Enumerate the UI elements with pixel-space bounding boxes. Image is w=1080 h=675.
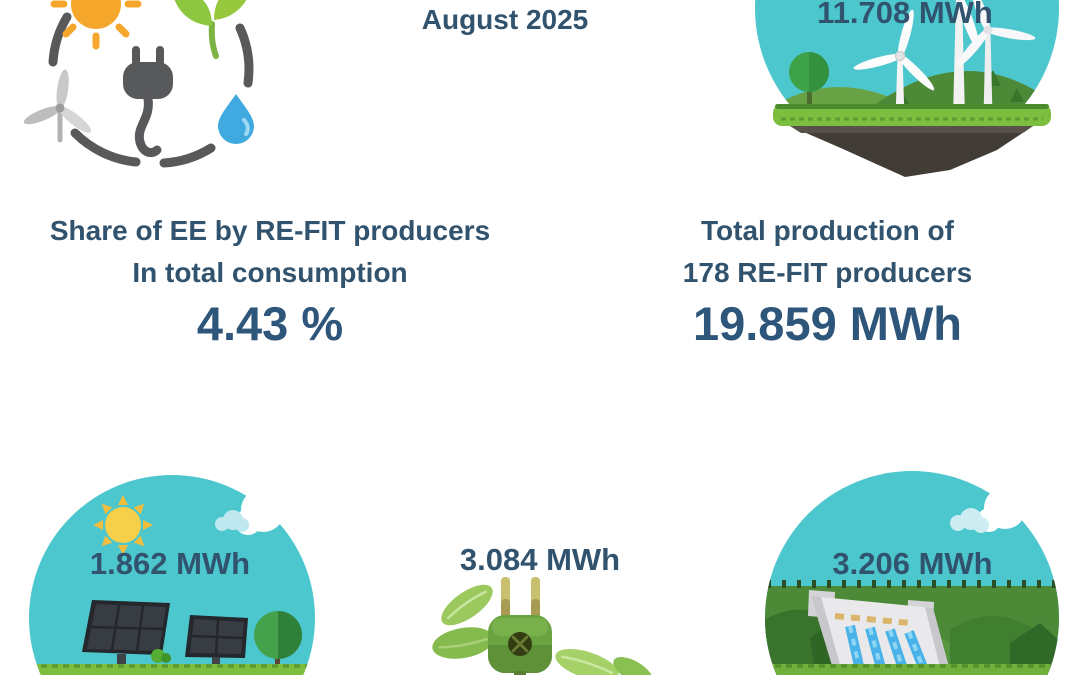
share-line2: In total consumption <box>132 257 408 288</box>
sprout-icon <box>174 0 247 59</box>
bio-production-value: 3.084 MWh <box>459 542 621 577</box>
report-month-title: August 2025 <box>421 4 589 35</box>
cloud-icon <box>950 508 989 533</box>
solar-panels-icon <box>29 475 315 675</box>
bio-production-card: 3.084 MWh <box>425 540 655 675</box>
share-line1: Share of EE by RE-FIT producers <box>49 215 491 246</box>
tree-icon <box>789 52 829 112</box>
production-line2: 178 RE-FIT producers <box>682 257 973 288</box>
sun-icon <box>93 495 153 555</box>
wind-production-card: 11.708 MWh <box>745 0 1065 195</box>
production-value: 19.859 MWh <box>692 297 963 350</box>
eco-plug-leaves-icon <box>432 577 653 675</box>
hydro-production-card: 3.206 MWh <box>755 468 1070 675</box>
wind-production-value: 11.708 MWh <box>817 0 993 30</box>
share-value: 4.43 % <box>196 297 344 350</box>
renewable-energy-logo-icon <box>23 0 254 168</box>
share-of-ee-block: Share of EE by RE-FIT producers In total… <box>20 210 520 347</box>
hydro-dam-icon <box>765 471 1059 675</box>
hydro-production-value: 3.206 MWh <box>832 546 993 581</box>
wind-turbines-island-icon <box>755 0 1059 177</box>
solar-production-value: 1.862 MWh <box>89 546 251 581</box>
solar-panel-large <box>82 600 170 670</box>
cloud-icon <box>215 510 249 532</box>
bush-icon <box>151 649 171 663</box>
floating-island <box>773 104 1051 177</box>
water-drop-icon <box>218 94 254 144</box>
wind-turbine-icon <box>23 69 92 143</box>
tree-icon <box>254 611 302 668</box>
solar-production-card: 1.862 MWh <box>20 468 320 675</box>
total-production-block: Total production of 178 RE-FIT producers… <box>635 210 1020 347</box>
sun-icon <box>50 0 142 50</box>
production-line1: Total production of <box>701 215 954 246</box>
power-plug-icon <box>123 46 173 158</box>
